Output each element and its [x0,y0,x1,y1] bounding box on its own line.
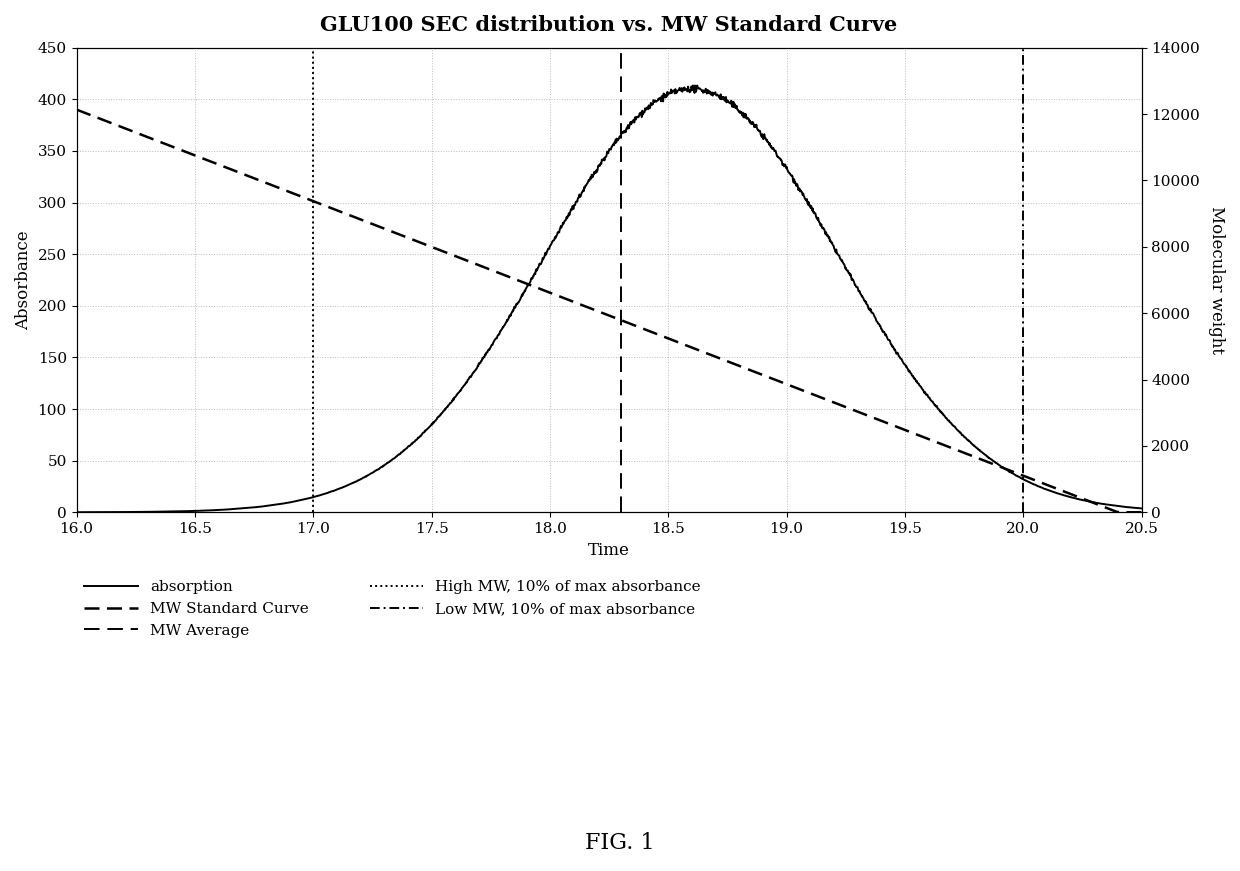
absorption [908,375,923,385]
MW Standard Curve [1112,507,1127,517]
absorption [587,166,601,177]
absorption [1104,500,1118,510]
Y-axis label: Absorbance: Absorbance [15,230,32,330]
MW Average [614,507,629,517]
MW Standard Curve [699,348,714,359]
MW Standard Curve [1034,477,1049,488]
Y-axis label: Molecular weight: Molecular weight [1208,206,1225,354]
absorption [124,507,139,517]
Text: FIG. 1: FIG. 1 [585,832,655,854]
MW Standard Curve [69,105,84,115]
High MW, 10% of max absorbance [306,506,321,517]
Title: GLU100 SEC distribution vs. MW Standard Curve: GLU100 SEC distribution vs. MW Standard … [320,15,898,35]
absorption [1135,503,1149,514]
High MW, 10% of max absorbance [306,507,321,517]
MW Standard Curve [1135,507,1149,517]
absorption [1104,500,1118,510]
Legend: absorption, MW Standard Curve, MW Average, High MW, 10% of max absorbance, Low M: absorption, MW Standard Curve, MW Averag… [84,580,701,638]
MW Standard Curve [703,349,718,360]
absorption [69,507,84,517]
MW Standard Curve [967,451,982,462]
X-axis label: Time: Time [588,542,630,558]
Line: absorption: absorption [77,85,1142,512]
Line: MW Standard Curve: MW Standard Curve [77,110,1142,512]
absorption [559,213,574,224]
MW Standard Curve [720,356,735,367]
Low MW, 10% of max absorbance [1016,506,1030,517]
Low MW, 10% of max absorbance [1016,507,1030,517]
MW Average [614,506,629,517]
absorption [689,80,704,91]
MW Standard Curve [73,105,88,116]
